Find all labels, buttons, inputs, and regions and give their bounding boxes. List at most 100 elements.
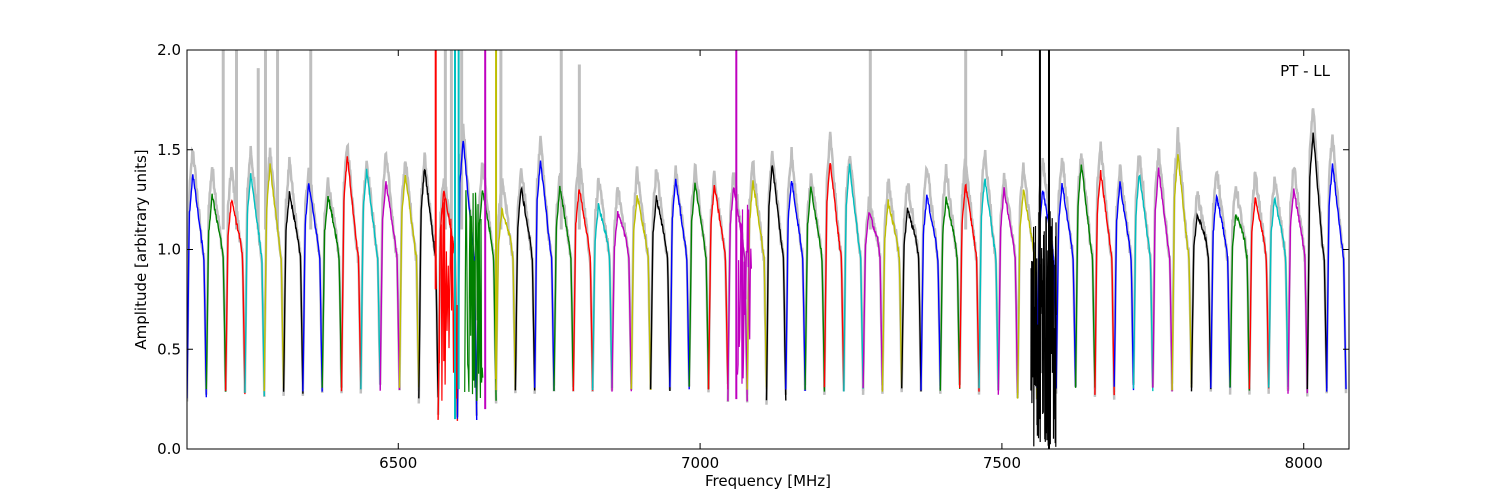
- channel-line-33: [823, 163, 845, 392]
- background-channel-line: [591, 177, 614, 391]
- channel-line-41: [978, 178, 999, 391]
- background-channel-line: [1132, 154, 1155, 388]
- background-channel-line: [1190, 191, 1213, 388]
- background-channel-line: [1267, 176, 1290, 390]
- rfi-noise-line: [736, 204, 752, 384]
- channel-line-47: [1094, 170, 1115, 396]
- channel-line-53: [1210, 193, 1231, 389]
- channel-line-9: [360, 168, 381, 390]
- y-tick-label: 1.5: [157, 141, 181, 159]
- channel-line-37: [901, 207, 922, 392]
- channel-line-57: [1287, 188, 1308, 394]
- channel-line-6: [302, 183, 323, 392]
- background-channel-line: [842, 155, 865, 392]
- background-channel-line: [572, 152, 594, 392]
- background-channel-line: [1054, 157, 1077, 390]
- background-channel-line: [630, 166, 652, 390]
- channel-line-18: [534, 160, 555, 391]
- channel-line-52: [1190, 212, 1212, 392]
- channel-line-54: [1229, 214, 1251, 391]
- background-channel-line: [823, 131, 846, 395]
- background-channel-line: [803, 173, 826, 390]
- channel-line-0: [187, 174, 207, 399]
- channel-line-22: [611, 211, 632, 392]
- background-channel-line: [900, 183, 923, 392]
- channel-line-36: [881, 199, 903, 392]
- background-channel-line: [784, 146, 807, 395]
- background-channel-line: [282, 156, 305, 396]
- channel-line-56: [1268, 196, 1289, 388]
- channel-line-38: [920, 194, 941, 391]
- channel-line-39: [939, 196, 961, 391]
- background-channel-line: [187, 146, 208, 402]
- channel-line-15: [476, 190, 497, 401]
- channel-line-50: [1152, 167, 1173, 392]
- channel-line-59: [1326, 163, 1347, 392]
- channel-line-49: [1132, 174, 1154, 392]
- background-channel-line: [919, 164, 942, 390]
- plot-area: [187, 50, 1348, 449]
- channel-line-23: [630, 195, 652, 391]
- background-channel-line: [997, 172, 1019, 399]
- channel-line-27: [707, 185, 729, 390]
- background-channel-line: [765, 150, 788, 405]
- channel-line-8: [340, 156, 362, 392]
- channel-traces: [187, 132, 1347, 421]
- channel-line-25: [669, 178, 690, 390]
- y-tick-label: 0.5: [157, 340, 181, 358]
- background-channel-line: [1209, 170, 1232, 392]
- axes: 6500 7000 7500 8000 0.0 0.5 1.0 1.5 2.0: [157, 41, 1349, 472]
- channel-line-45: [1055, 183, 1077, 389]
- y-tick-label: 2.0: [157, 41, 181, 59]
- background-channel-line: [1248, 171, 1270, 395]
- channel-line-19: [553, 185, 574, 392]
- channel-line-31: [785, 180, 806, 392]
- background-channel-line: [1112, 164, 1135, 393]
- x-tick-label: 8000: [1285, 454, 1323, 472]
- channel-line-7: [321, 195, 343, 388]
- background-channel-line: [1151, 147, 1174, 392]
- channel-line-55: [1248, 197, 1270, 390]
- channel-line-40: [959, 183, 980, 392]
- background-channel-line: [687, 162, 710, 393]
- channel-line-20: [572, 189, 594, 392]
- channel-line-30: [765, 165, 787, 401]
- channel-line-16: [495, 207, 517, 391]
- channel-line-48: [1113, 181, 1135, 391]
- channel-line-5: [282, 191, 304, 394]
- background-channel-line: [1228, 186, 1251, 395]
- background-channel-line: [494, 178, 517, 394]
- channel-line-35: [862, 212, 884, 391]
- background-channel-line: [1093, 141, 1116, 400]
- background-channel-line: [1074, 153, 1097, 390]
- channel-line-4: [263, 163, 285, 392]
- background-channel-line: [301, 167, 324, 390]
- background-channel-line: [243, 145, 266, 397]
- spikes: [434, 50, 1050, 449]
- channel-line-51: [1171, 154, 1193, 391]
- channel-line-28: [727, 187, 748, 402]
- channel-line-24: [649, 195, 671, 392]
- channel-line-29: [746, 180, 768, 390]
- channel-line-34: [843, 163, 864, 392]
- channel-line-17: [514, 185, 536, 391]
- channel-line-10: [379, 181, 401, 391]
- panel-annotation: PT - LL: [1280, 62, 1331, 80]
- channel-line-26: [688, 182, 710, 390]
- background-channel-line: [378, 150, 401, 391]
- background-channel-line: [340, 142, 363, 394]
- background-channel-line: [263, 147, 285, 391]
- x-axis-label: Frequency [MHz]: [705, 472, 831, 490]
- channel-line-32: [804, 186, 826, 392]
- background-channel-line: [707, 170, 730, 389]
- x-tick-label: 6500: [379, 454, 417, 472]
- rfi-noise-line: [1030, 211, 1057, 447]
- channel-line-2: [224, 199, 246, 395]
- y-axis-label: Amplitude [arbitrary units]: [132, 149, 150, 349]
- channel-line-21: [591, 203, 613, 391]
- background-channel-line: [977, 149, 1000, 395]
- y-tick-label: 0.0: [157, 440, 181, 458]
- background-channel-line: [649, 169, 672, 391]
- channel-line-11: [398, 175, 420, 388]
